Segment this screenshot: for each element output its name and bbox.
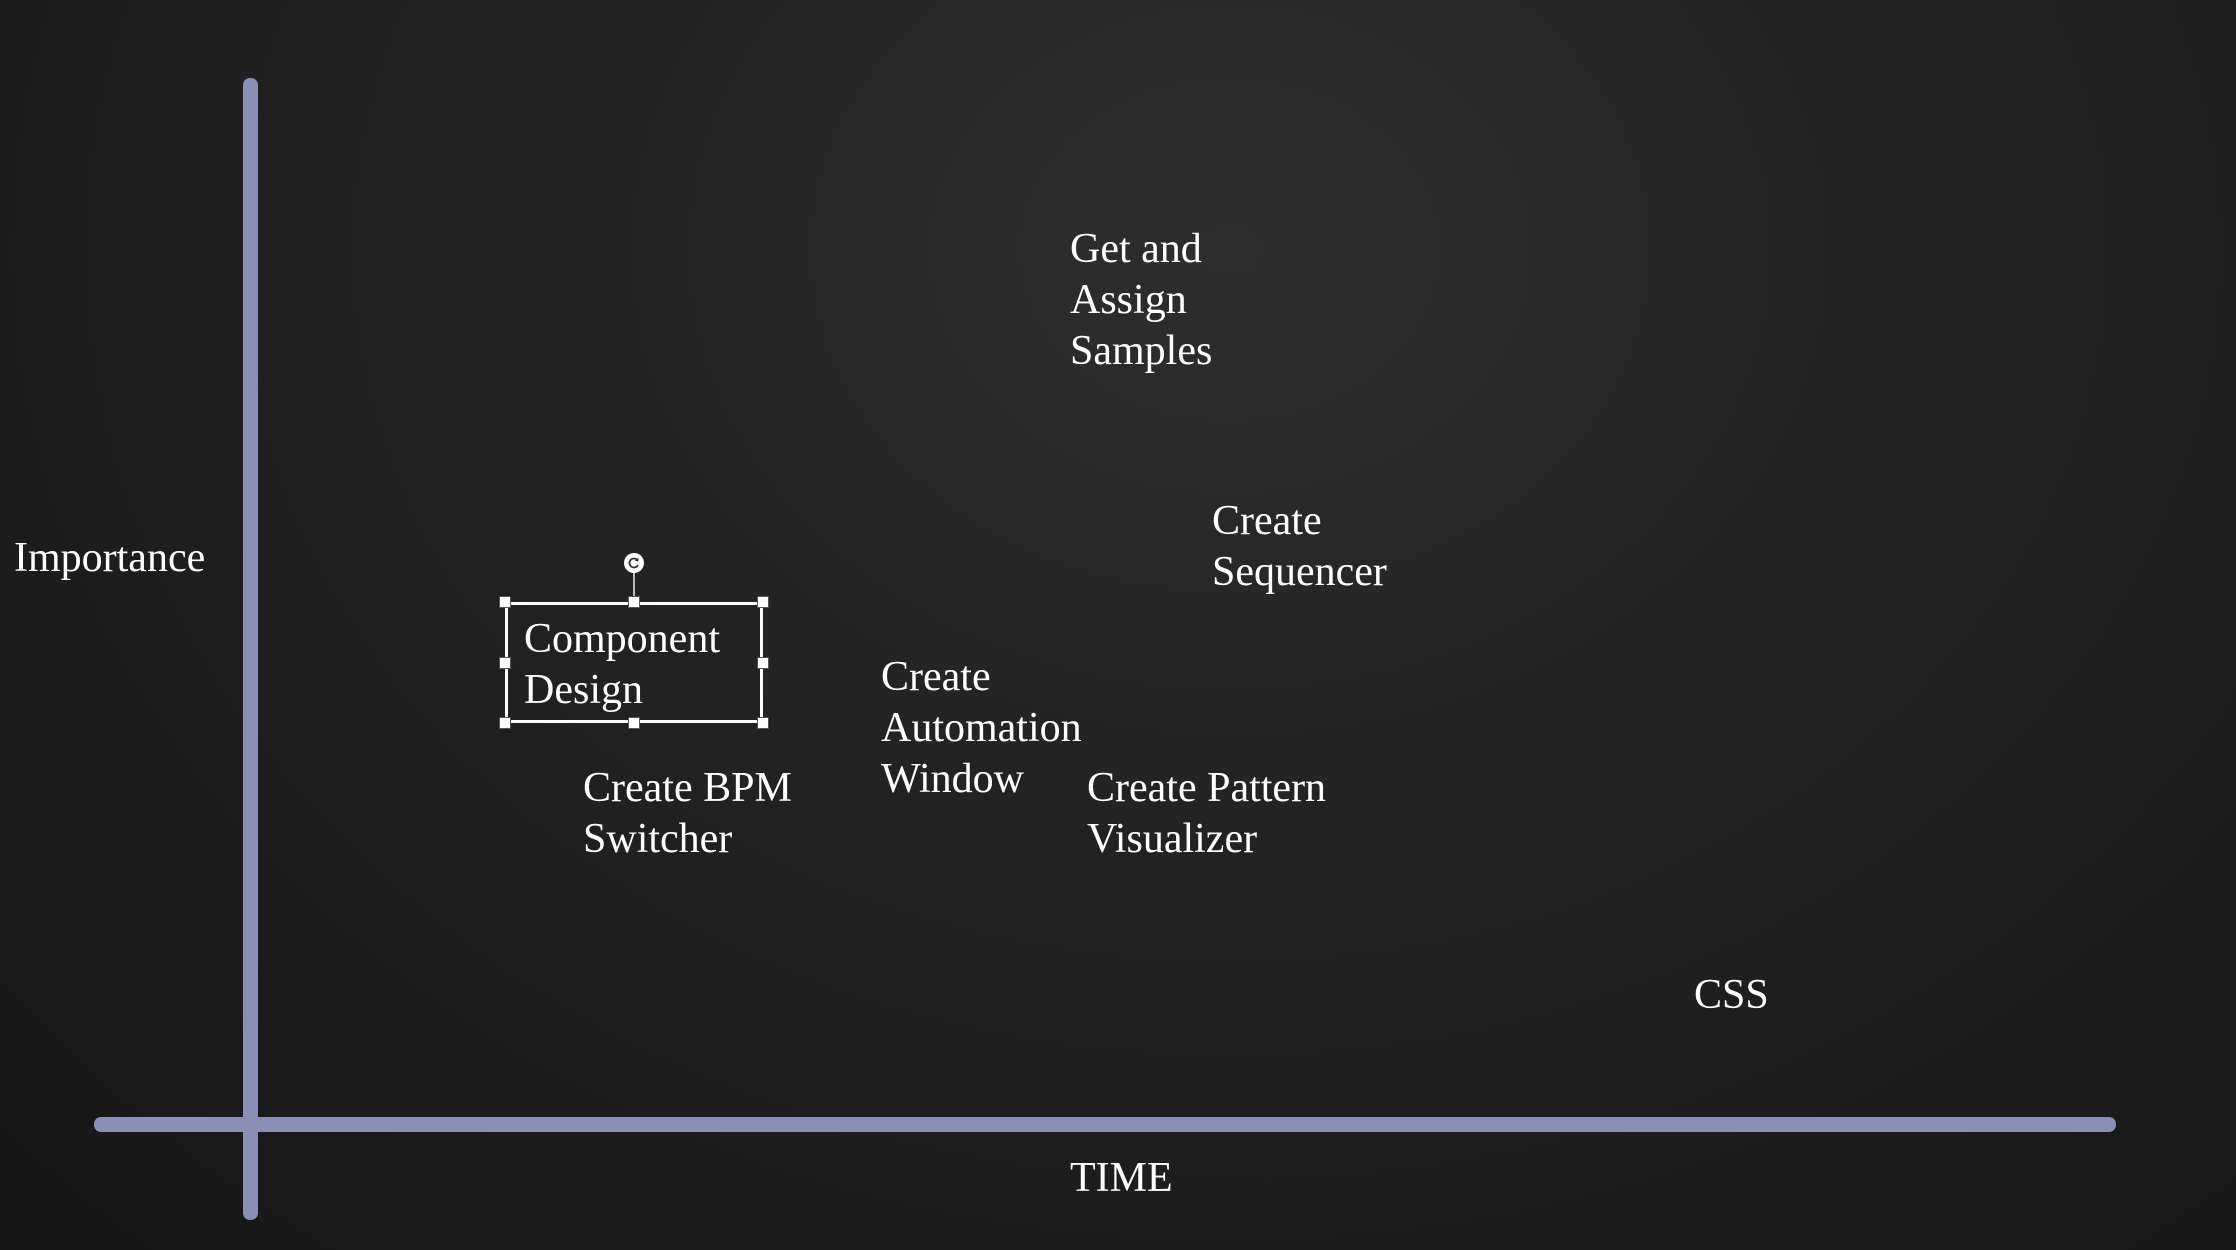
y-axis-line[interactable] [243,78,258,1220]
rotate-icon[interactable] [624,553,644,573]
resize-handle-icon[interactable] [757,717,769,729]
resize-handle-icon[interactable] [499,657,511,669]
resize-handle-icon[interactable] [628,717,640,729]
text-box-create-sequencer[interactable]: Create Sequencer [1212,498,1387,595]
text-box-css[interactable]: CSS [1694,972,1769,1018]
resize-handle-icon[interactable] [499,717,511,729]
x-axis-label[interactable]: TIME [1070,1155,1173,1201]
text-box-get-and-assign-samples[interactable]: Get and Assign Samples [1070,226,1213,374]
text-box-create-automation-window[interactable]: Create Automation Window [881,654,1082,802]
resize-handle-icon[interactable] [499,596,511,608]
resize-handle-icon[interactable] [757,657,769,669]
text-box-create-bpm-switcher[interactable]: Create BPM Switcher [583,765,792,862]
text-box-component-design[interactable]: Component Design [524,616,720,713]
x-axis-line[interactable] [94,1117,2116,1132]
resize-handle-icon[interactable] [757,596,769,608]
rotate-stem [633,572,635,602]
resize-handle-icon[interactable] [628,596,640,608]
text-box-create-pattern-visualizer[interactable]: Create Pattern Visualizer [1087,765,1327,862]
y-axis-label[interactable]: Importance [14,535,206,581]
